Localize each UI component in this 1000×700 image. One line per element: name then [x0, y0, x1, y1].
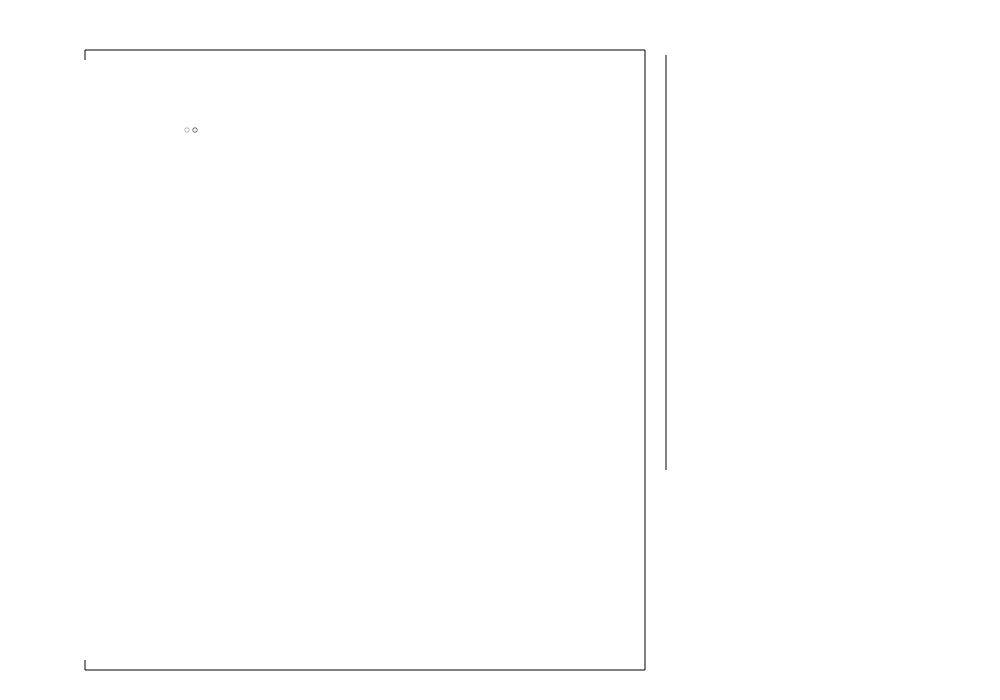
terminal-left-1 — [193, 128, 197, 132]
wiring-diagram — [0, 0, 1000, 700]
